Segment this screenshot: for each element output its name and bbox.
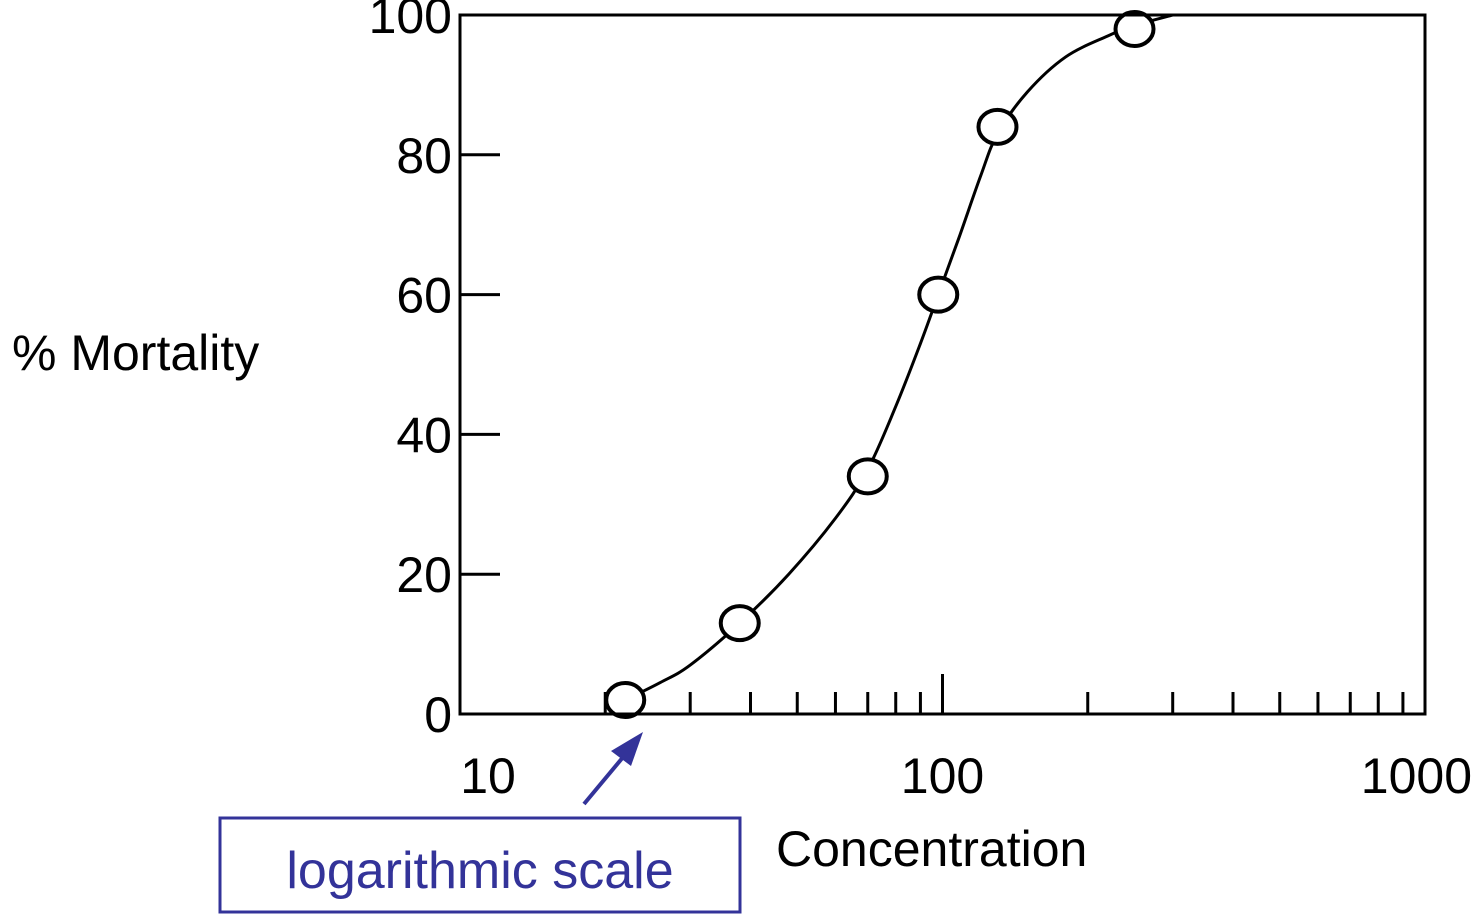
data-point <box>917 275 960 314</box>
data-point <box>976 107 1019 146</box>
annotation-arrow <box>582 754 626 806</box>
x-tick-label: 10 <box>460 748 516 804</box>
log-scale-annotation: logarithmic scale <box>218 732 742 914</box>
data-points <box>604 9 1156 720</box>
y-tick-label: 20 <box>396 547 452 603</box>
x-tick-label: 100 <box>901 748 984 804</box>
fit-curve <box>624 13 1174 702</box>
y-tick-label: 40 <box>396 407 452 463</box>
data-point <box>1113 9 1156 48</box>
annotation-box <box>218 816 742 914</box>
data-point <box>718 604 761 643</box>
data-point <box>846 457 889 496</box>
y-tick-label: 60 <box>396 268 452 324</box>
data-point <box>604 681 647 720</box>
annotation-arrowhead <box>611 732 643 766</box>
x-tick-label: 1000 <box>1361 748 1472 804</box>
plot-frame <box>458 13 1427 716</box>
y-tick-label: 100 <box>369 0 452 44</box>
y-tick-labels: 0 20 40 60 80 100 <box>369 0 452 743</box>
annotation-text: logarithmic scale <box>286 842 673 900</box>
axis-ticks <box>460 13 1405 716</box>
x-tick-labels: 10 100 1000 <box>460 748 1472 804</box>
y-tick-label: 80 <box>396 128 452 184</box>
y-axis-label: % Mortality <box>12 325 259 381</box>
y-tick-label: 0 <box>424 687 452 743</box>
x-axis-label: Concentration <box>776 821 1087 877</box>
